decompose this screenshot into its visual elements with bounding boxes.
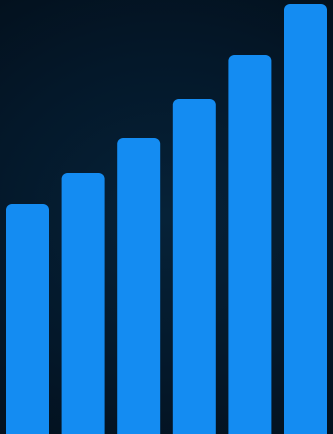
- bar-3: [117, 138, 161, 434]
- bar-2: [61, 173, 105, 434]
- bar-1: [6, 204, 49, 434]
- bar-6: [284, 4, 327, 434]
- bar-5: [228, 55, 272, 434]
- bar-4: [172, 99, 216, 434]
